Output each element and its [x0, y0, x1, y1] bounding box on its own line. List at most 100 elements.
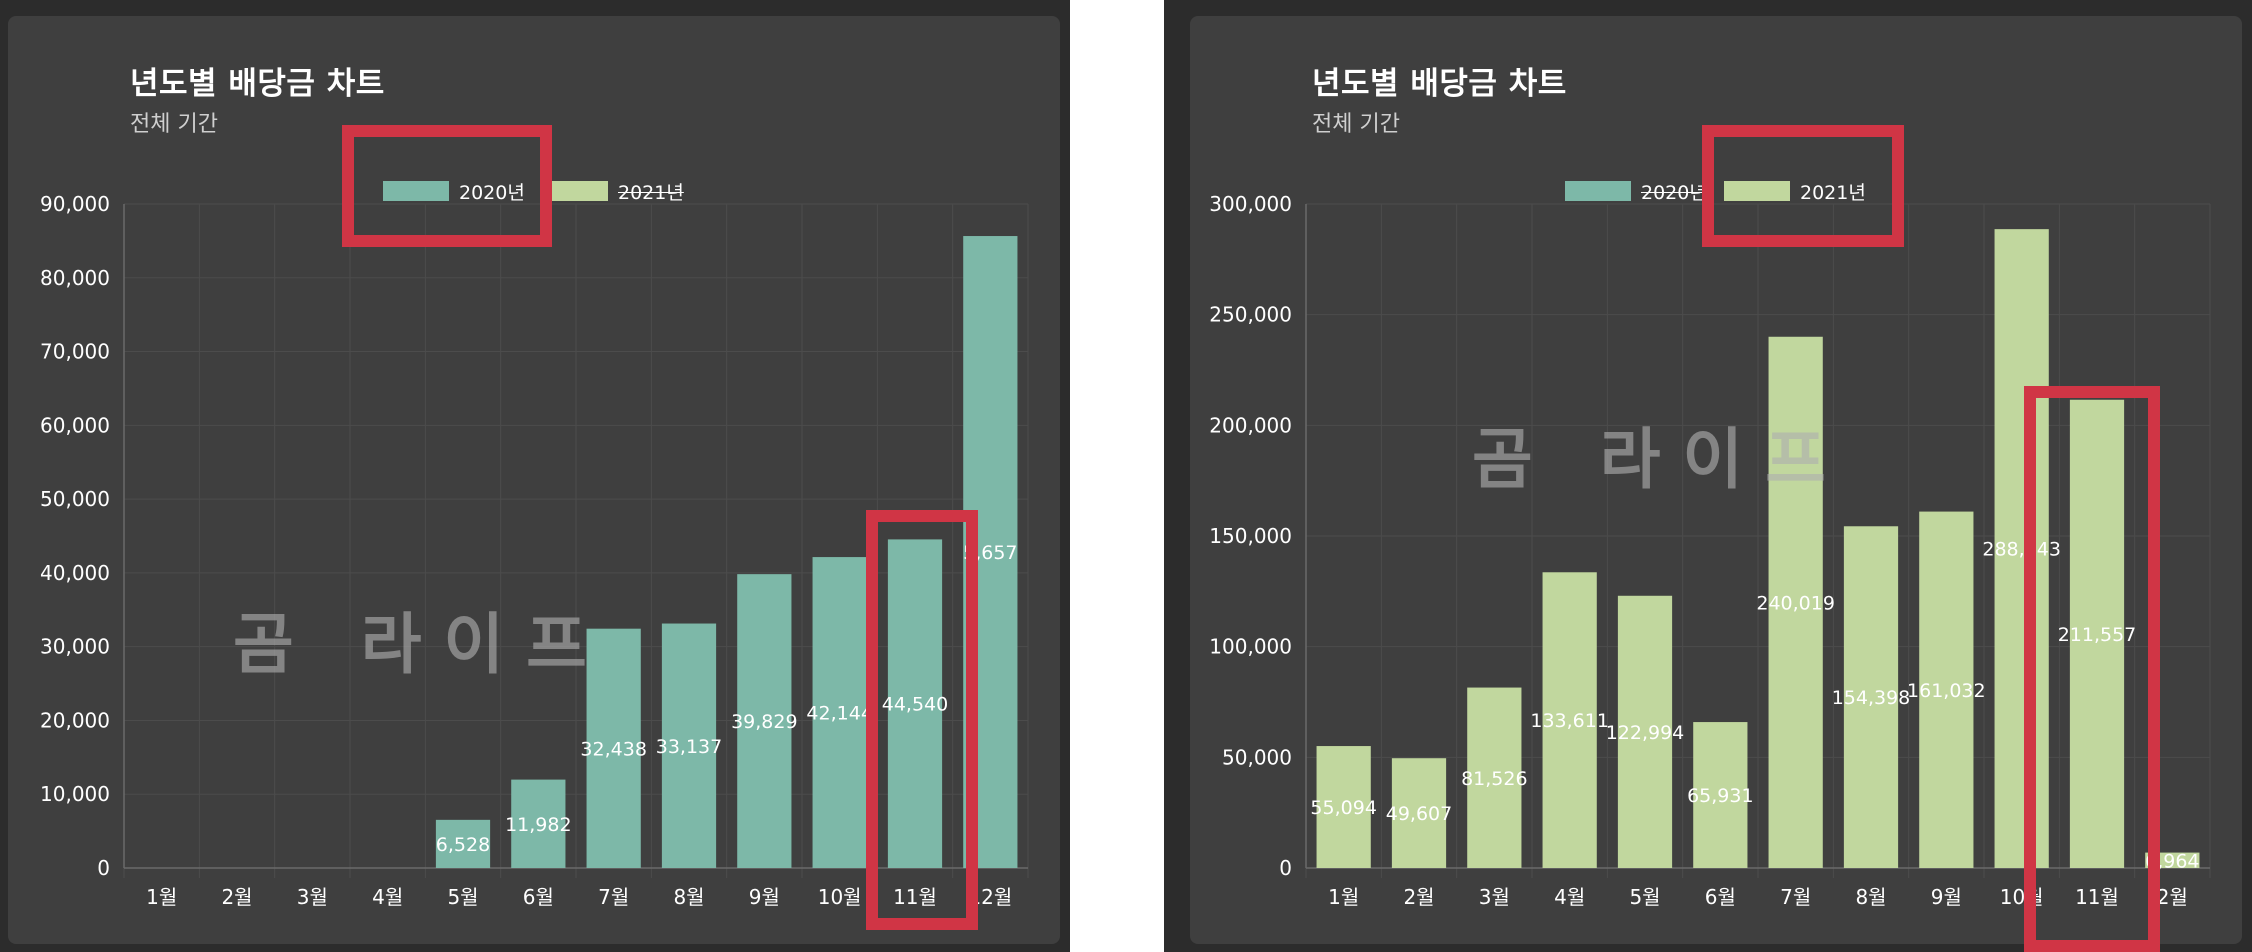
data-label: 55,094 [1310, 797, 1376, 819]
y-tick-label: 250,000 [1209, 303, 1292, 327]
x-tick-label: 10월 [2000, 885, 2044, 909]
data-label: 211,557 [2058, 624, 2137, 646]
legend-swatch-2021 [542, 181, 608, 201]
x-tick-label: 9월 [749, 885, 780, 909]
y-tick-label: 70,000 [40, 340, 110, 364]
bar [1843, 526, 1899, 868]
bar [1391, 758, 1447, 868]
data-label: 49,607 [1386, 803, 1452, 825]
data-label: 6,528 [436, 834, 490, 856]
y-tick-label: 150,000 [1209, 524, 1292, 548]
bar [586, 628, 641, 868]
x-tick-label: 1월 [146, 885, 177, 909]
x-tick-label: 6월 [523, 885, 554, 909]
y-tick-label: 200,000 [1209, 413, 1292, 437]
x-tick-label: 1월 [1328, 885, 1359, 909]
chart-card-2020: 년도별 배당금 차트 전체 기간 2020년 2021년 0 10,000 20,0… [8, 16, 1060, 944]
y-tick-label: 30,000 [40, 635, 110, 659]
y-tick-label: 300,000 [1209, 192, 1292, 216]
highlight-box-legend [1702, 125, 1904, 247]
data-label: 81,526 [1461, 768, 1527, 790]
watermark-text: 곰 라이프 [1472, 421, 1848, 498]
x-tick-label: 2월 [2157, 885, 2188, 909]
bar-chart-2020: 0 10,000 20,000 30,000 40,000 50,000 60,000 70,… [40, 192, 1029, 909]
chart-subtitle: 전체 기간 [130, 112, 218, 137]
data-label: 240,019 [1756, 592, 1835, 614]
legend-item-2020[interactable]: 2020년 [383, 180, 525, 204]
legend-label-2021: 2021년 [618, 181, 684, 204]
watermark-text: 곰 라이프 [233, 606, 609, 683]
data-label: 39,829 [731, 711, 797, 733]
bar [887, 539, 943, 868]
x-tick-label: 3월 [297, 885, 328, 909]
y-tick-label: 0 [1279, 856, 1292, 880]
legend-swatch-2020 [1565, 181, 1631, 201]
y-tick-label: 40,000 [40, 561, 110, 585]
x-tick-label: 5월 [447, 885, 478, 909]
data-label: 42,144 [806, 703, 872, 725]
bar [661, 623, 717, 868]
y-tick-label: 60,000 [40, 413, 110, 437]
highlight-box-november [866, 510, 978, 930]
bar [737, 574, 792, 868]
bar [1919, 511, 1974, 868]
highlight-box-november [2024, 386, 2160, 952]
chart-subtitle: 전체 기간 [1312, 112, 1400, 137]
y-tick-label: 10,000 [40, 782, 110, 806]
legend-swatch-2021 [1724, 181, 1790, 201]
legend-item-2021[interactable]: 2021년 [1724, 180, 1866, 204]
bar [2069, 399, 2125, 868]
bar [812, 557, 867, 868]
y-tick-label: 0 [97, 856, 110, 880]
legend-item-2021[interactable]: 2021년 [542, 180, 684, 204]
bar [1994, 229, 2049, 868]
chart-title: 년도별 배당금 차트 [130, 66, 385, 102]
y-tick-label: 20,000 [40, 708, 110, 732]
y-tick-label: 50,000 [1222, 745, 1292, 769]
data-label: 161,032 [1907, 680, 1986, 702]
legend-label-2020: 2020년 [1641, 181, 1707, 204]
x-tick-label: 11월 [2075, 885, 2119, 909]
bar [1693, 722, 1748, 868]
x-tick-label: 3월 [1479, 885, 1510, 909]
chart-title: 년도별 배당금 차트 [1312, 66, 1567, 102]
data-label: 122,994 [1606, 722, 1685, 744]
x-tick-label: 4월 [1554, 885, 1585, 909]
data-label: 65,931 [1687, 785, 1753, 807]
x-tick-label: 2월 [1403, 885, 1434, 909]
y-tick-label: 50,000 [40, 487, 110, 511]
legend-label-2021: 2021년 [1800, 181, 1866, 204]
x-tick-label: 7월 [1780, 885, 1811, 909]
data-label: 44,540 [882, 694, 948, 716]
data-label: 11,982 [505, 814, 571, 836]
x-tick-label: 11월 [893, 885, 937, 909]
bar [511, 779, 566, 868]
legend-swatch-2020 [383, 181, 449, 201]
x-tick-label: 6월 [1705, 885, 1736, 909]
y-tick-label: 90,000 [40, 192, 110, 216]
bar [1467, 687, 1522, 868]
x-tick-label: 4월 [372, 885, 403, 909]
y-tick-label: 100,000 [1209, 635, 1292, 659]
data-label: 288,643 [1982, 539, 2061, 561]
bar [1617, 595, 1673, 868]
legend-label-2020: 2020년 [459, 181, 525, 204]
legend-item-2020[interactable]: 2020년 [1565, 180, 1707, 204]
x-tick-label: 8월 [1855, 885, 1886, 909]
data-label: 33,137 [656, 736, 722, 758]
bar [1316, 746, 1371, 868]
chart-card-2021: 년도별 배당금 차트 전체 기간 2020년 2021년 0 50,000 100,… [1190, 16, 2242, 952]
bar [1768, 336, 1823, 868]
x-tick-label: 9월 [1931, 885, 1962, 909]
x-tick-label: 8월 [673, 885, 704, 909]
data-label: 154,398 [1832, 687, 1911, 709]
data-label: 133,611 [1530, 710, 1609, 732]
bar-chart-2021: 0 50,000 100,000 150,000 200,000 250,000 300,0… [1209, 192, 2211, 909]
data-label: 32,438 [580, 738, 646, 760]
bar [435, 819, 491, 868]
highlight-box-legend [342, 125, 552, 247]
bar [1542, 572, 1597, 868]
x-tick-label: 10월 [818, 885, 862, 909]
x-tick-label: 5월 [1629, 885, 1660, 909]
y-tick-label: 80,000 [40, 266, 110, 290]
